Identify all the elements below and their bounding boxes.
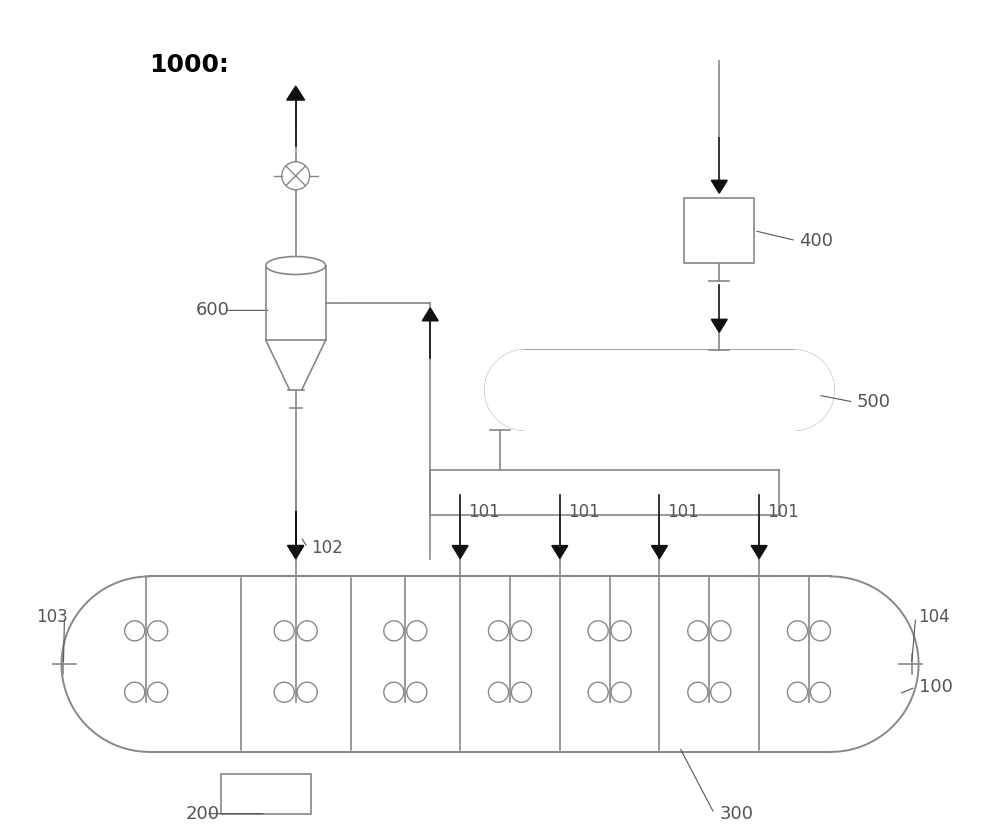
Text: 101: 101 xyxy=(767,503,799,521)
Text: 101: 101 xyxy=(468,503,500,521)
Polygon shape xyxy=(794,350,834,430)
Bar xyxy=(221,774,311,814)
Ellipse shape xyxy=(266,257,326,274)
Text: 102: 102 xyxy=(311,538,342,557)
Text: 101: 101 xyxy=(667,503,699,521)
Polygon shape xyxy=(149,577,831,752)
Text: 1000:: 1000: xyxy=(149,53,229,77)
Polygon shape xyxy=(288,546,304,558)
Polygon shape xyxy=(422,307,438,321)
Text: 101: 101 xyxy=(568,503,600,521)
Text: 500: 500 xyxy=(857,393,891,411)
Polygon shape xyxy=(751,546,767,558)
Text: 600: 600 xyxy=(196,302,230,319)
Polygon shape xyxy=(288,546,304,558)
Polygon shape xyxy=(525,350,794,430)
Polygon shape xyxy=(485,350,525,430)
Bar xyxy=(684,199,754,263)
Polygon shape xyxy=(266,265,326,340)
Text: 104: 104 xyxy=(919,608,950,627)
Polygon shape xyxy=(452,546,468,558)
Text: 300: 300 xyxy=(719,804,753,823)
Circle shape xyxy=(282,162,310,189)
Text: 103: 103 xyxy=(37,608,68,627)
Polygon shape xyxy=(266,340,326,390)
Polygon shape xyxy=(651,546,667,558)
Polygon shape xyxy=(287,86,305,100)
Polygon shape xyxy=(552,546,568,558)
Text: 400: 400 xyxy=(799,232,833,249)
Polygon shape xyxy=(61,577,149,752)
Text: 200: 200 xyxy=(186,804,220,823)
Text: 100: 100 xyxy=(919,678,952,696)
Polygon shape xyxy=(831,577,919,752)
Polygon shape xyxy=(711,319,727,332)
Polygon shape xyxy=(711,180,727,194)
